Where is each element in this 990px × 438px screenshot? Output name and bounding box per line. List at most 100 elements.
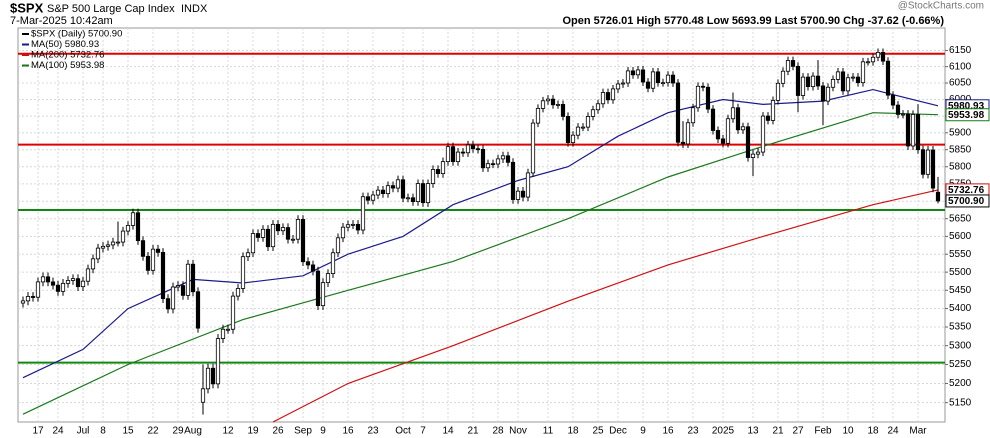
candle-body: [145, 255, 151, 271]
candle-body: [795, 65, 801, 96]
y-tick-label: 5200: [949, 378, 972, 389]
x-tick-label: 21: [467, 426, 479, 437]
candle-body: [740, 126, 746, 131]
y-tick-label: 5350: [949, 322, 972, 333]
candle-body: [175, 285, 181, 288]
candle-body: [100, 245, 106, 249]
candle-body: [660, 82, 666, 85]
value-box-label: 5700.90: [948, 196, 985, 207]
candle-body: [815, 75, 821, 87]
candle-body: [325, 273, 331, 284]
candle-body: [910, 114, 916, 147]
legend-label: MA(200) 5732.76: [31, 50, 104, 61]
x-tick-label: 18: [867, 426, 879, 437]
candle-body: [860, 61, 866, 84]
x-tick-label: 15: [122, 426, 134, 437]
candle-body: [120, 230, 126, 243]
candle-body: [150, 248, 156, 271]
candle-body: [75, 278, 81, 288]
candle-body: [870, 56, 876, 63]
candle-body: [295, 219, 301, 240]
candle-body: [470, 144, 476, 150]
candle-body: [875, 51, 881, 58]
plot-frame: [17, 27, 946, 423]
candle-body: [70, 278, 76, 281]
candle-body: [475, 148, 481, 151]
candle-body: [750, 153, 756, 158]
candle-body: [445, 146, 451, 163]
candle-body: [360, 196, 366, 231]
candle-body: [415, 183, 421, 203]
candle-body: [435, 169, 441, 175]
candle-body: [780, 70, 786, 84]
x-tick-label: 12: [222, 426, 234, 437]
x-tick-label: 17: [32, 426, 44, 437]
legend-label: MA(50) 5980.93: [31, 39, 99, 50]
candle-body: [130, 212, 136, 226]
candle-body: [440, 161, 446, 175]
candle-body: [230, 295, 236, 330]
candle-body: [685, 122, 691, 145]
candle-body: [585, 116, 591, 128]
candle-body: [705, 86, 711, 110]
candle-body: [265, 228, 271, 248]
candle-body: [675, 82, 681, 143]
candle-body: [500, 155, 506, 160]
candle-body: [390, 185, 396, 189]
y-tick-label: 5550: [949, 249, 972, 260]
ma-line: [22, 112, 939, 415]
x-tick-label: 24: [887, 426, 899, 437]
candle-body: [85, 268, 91, 282]
candle-body: [220, 328, 226, 339]
candle-body: [90, 258, 96, 270]
candle-body: [805, 76, 811, 88]
candle-body: [560, 104, 566, 117]
candle-body: [580, 126, 586, 129]
candle-body: [830, 78, 836, 88]
candle-body: [235, 288, 241, 297]
candle-body: [205, 367, 211, 390]
candle-body: [290, 238, 296, 241]
candle-body: [225, 328, 231, 331]
y-tick-label: 5900: [949, 127, 972, 138]
candle-body: [55, 284, 61, 292]
x-tick-label: Dec: [609, 426, 627, 437]
candle-body: [735, 107, 741, 131]
candle-body: [620, 82, 626, 85]
candle-body: [520, 190, 526, 198]
y-tick-label: 5850: [949, 144, 972, 155]
y-tick-label: 5600: [949, 231, 972, 242]
candle-body: [790, 60, 796, 67]
candle-body: [30, 296, 36, 298]
candle-body: [450, 146, 456, 163]
candle-body: [695, 85, 701, 109]
candle-body: [370, 194, 376, 201]
candle-body: [270, 223, 276, 248]
exchange: INDX: [181, 3, 208, 15]
x-tick-label: 16: [662, 426, 674, 437]
legend-label: MA(100) 5953.98: [31, 60, 104, 71]
x-tick-label: 7: [420, 426, 426, 437]
candle-body: [240, 256, 246, 289]
candle-body: [385, 185, 391, 195]
candle-body: [25, 296, 31, 302]
candle-body: [300, 219, 306, 263]
candle-body: [655, 71, 661, 84]
x-tick-label: 9: [320, 426, 326, 437]
candle-body: [900, 113, 906, 116]
x-tick-label: 28: [492, 426, 504, 437]
candle-body: [395, 179, 401, 189]
candle-body: [885, 60, 891, 96]
candle-body: [420, 183, 426, 204]
candle-body: [555, 104, 561, 106]
chart-title: $SPX: [10, 0, 44, 15]
candle-body: [540, 100, 546, 109]
x-tick-label: Mar: [909, 426, 927, 437]
x-tick-label: 16: [342, 426, 354, 437]
y-tick-label: 5150: [949, 397, 972, 408]
candle-body: [80, 280, 86, 288]
candle-body: [460, 151, 466, 154]
candle-body: [480, 148, 486, 169]
candle-body: [375, 189, 381, 196]
